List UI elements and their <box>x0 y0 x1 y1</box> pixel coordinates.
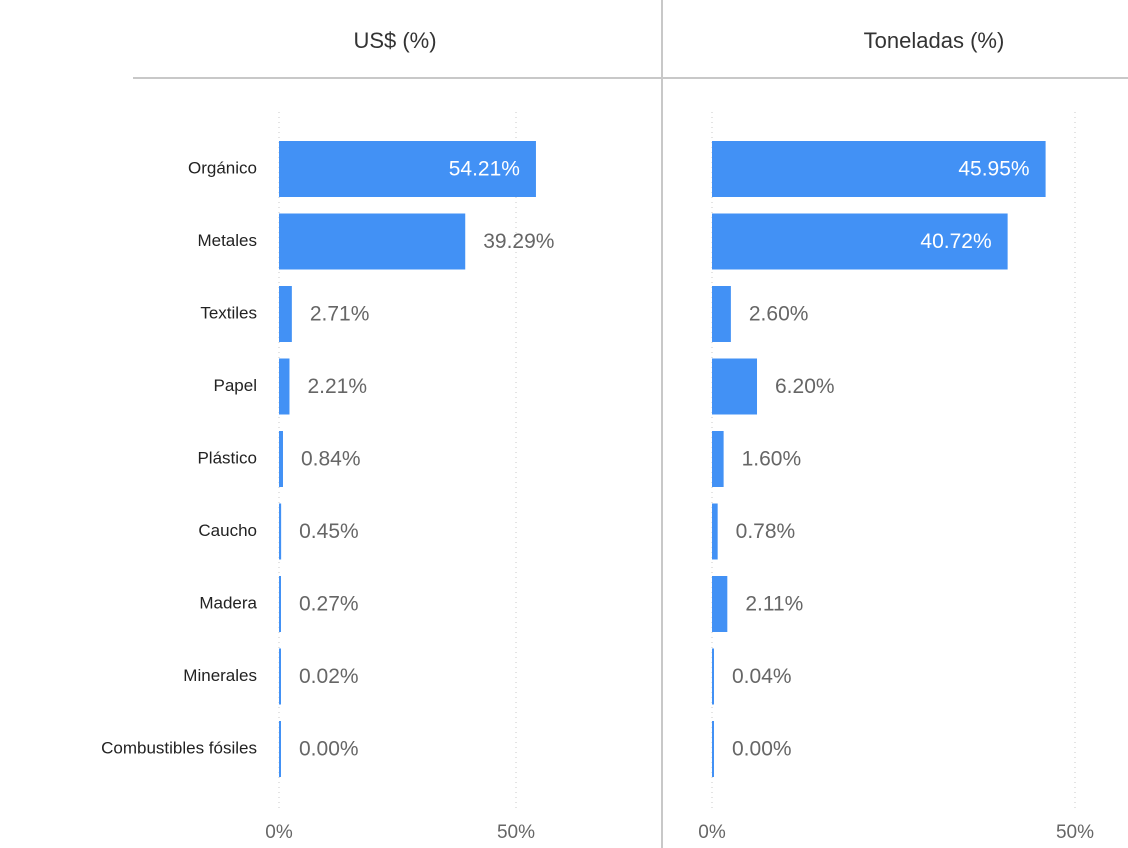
bar <box>279 648 281 705</box>
bar <box>279 213 466 270</box>
panel-title: US$ (%) <box>353 28 436 53</box>
value-label: 2.21% <box>307 375 367 398</box>
bar <box>279 358 290 415</box>
bar <box>712 213 1008 270</box>
bar <box>279 286 292 342</box>
value-label: 6.20% <box>775 375 835 398</box>
category-label: Orgánico <box>188 158 257 177</box>
value-label: 0.02% <box>299 665 359 688</box>
value-label: 2.60% <box>749 303 809 326</box>
value-label: 39.29% <box>483 230 554 253</box>
bar <box>712 431 724 487</box>
value-label: 2.71% <box>310 303 370 326</box>
x-tick-label: 0% <box>698 822 726 843</box>
panel-title: Toneladas (%) <box>864 28 1005 53</box>
category-label: Papel <box>214 376 257 395</box>
value-label: 45.95% <box>958 158 1029 181</box>
value-label: 1.60% <box>742 448 802 471</box>
bar <box>712 286 731 342</box>
category-label: Madera <box>199 593 257 612</box>
x-tick-label: 0% <box>265 822 293 843</box>
bar <box>712 503 718 560</box>
category-label: Combustibles fósiles <box>101 738 257 757</box>
value-label: 40.72% <box>920 230 991 253</box>
value-label: 54.21% <box>449 158 520 181</box>
bar <box>712 358 758 415</box>
x-tick-label: 50% <box>497 822 535 843</box>
category-label: Metales <box>197 231 257 250</box>
value-label: 0.78% <box>736 520 796 543</box>
value-label: 0.27% <box>299 593 359 616</box>
bar <box>712 141 1046 197</box>
bar <box>712 721 714 777</box>
category-label: Plástico <box>197 448 257 467</box>
value-label: 2.11% <box>745 593 803 616</box>
value-label: 0.45% <box>299 520 359 543</box>
value-label: 0.00% <box>299 738 359 761</box>
category-label: Minerales <box>183 666 257 685</box>
bar <box>712 576 728 632</box>
bar <box>712 648 714 705</box>
bar <box>279 141 536 197</box>
bar <box>279 503 282 560</box>
category-label: Textiles <box>200 303 257 322</box>
bar <box>279 431 283 487</box>
value-label: 0.00% <box>732 738 792 761</box>
value-label: 0.04% <box>732 665 792 688</box>
bar <box>279 576 281 632</box>
category-label: Caucho <box>198 521 257 540</box>
value-label: 0.84% <box>301 448 361 471</box>
x-tick-label: 50% <box>1056 822 1094 843</box>
bar <box>279 721 281 777</box>
